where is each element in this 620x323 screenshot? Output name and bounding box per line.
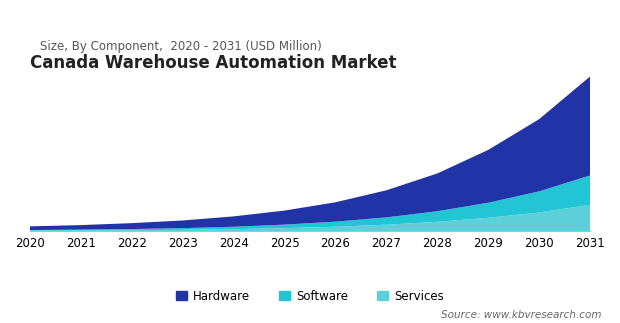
Text: Canada Warehouse Automation Market: Canada Warehouse Automation Market [30, 54, 396, 72]
Text: Size, By Component,  2020 - 2031 (USD Million): Size, By Component, 2020 - 2031 (USD Mil… [40, 40, 322, 53]
Legend: Hardware, Software, Services: Hardware, Software, Services [172, 285, 448, 307]
Text: Source: www.kbvresearch.com: Source: www.kbvresearch.com [441, 310, 601, 320]
